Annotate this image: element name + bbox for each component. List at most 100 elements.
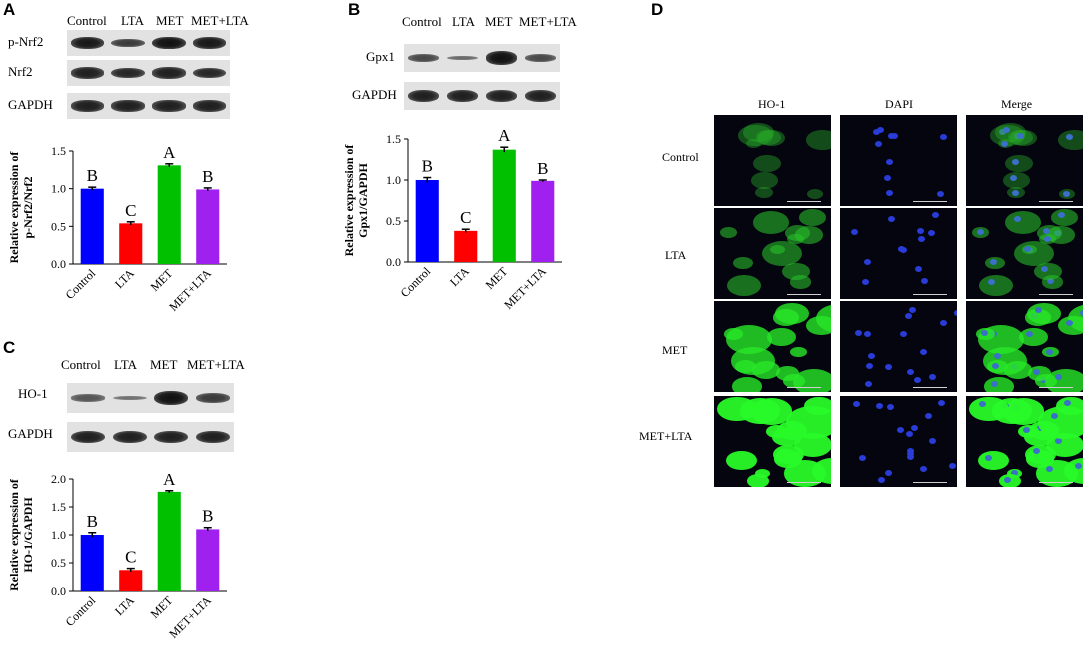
micrograph-cell [840, 115, 957, 206]
y-tick-label: 0.0 [51, 257, 66, 271]
nucleus [897, 427, 905, 434]
y-axis-title: Relative expression of [7, 151, 21, 264]
nucleus [875, 403, 883, 410]
y-tick-label: 1.5 [51, 500, 66, 514]
x-tick-label: Control [398, 264, 434, 300]
cell-signal [786, 406, 831, 439]
scale-bar [787, 482, 821, 483]
nucleus [980, 330, 988, 337]
nucleus [1023, 427, 1031, 434]
nucleus [993, 352, 1001, 359]
nucleus [1066, 319, 1074, 326]
nucleus [1016, 133, 1024, 140]
lane-label: MET [150, 357, 178, 372]
nucleus [1002, 127, 1010, 134]
significance-letter: B [422, 157, 433, 176]
blot-label-ho-1: HO-1 [18, 386, 48, 401]
blot-band [152, 36, 186, 50]
nucleus [885, 189, 893, 196]
blot-band [154, 390, 189, 406]
nucleus [921, 278, 929, 285]
cell-signal [812, 458, 831, 484]
nucleus [991, 380, 999, 387]
blot-band [524, 53, 557, 63]
nucleus [920, 348, 928, 355]
nucleus [940, 134, 948, 141]
y-tick-label: 0.0 [51, 584, 66, 598]
nucleus [907, 448, 915, 455]
micrograph-cell [714, 115, 831, 206]
significance-letter: A [498, 126, 511, 145]
nucleus [917, 228, 925, 235]
blot-band [154, 430, 189, 444]
bar [80, 188, 104, 264]
micrograph-cell [714, 301, 831, 392]
nucleus [887, 215, 895, 222]
row-label-lta: LTA [665, 248, 687, 262]
nucleus [1079, 309, 1083, 316]
nucleus [1063, 190, 1071, 197]
nucleus [875, 140, 883, 147]
blot-band [70, 430, 105, 444]
nucleus [861, 278, 869, 285]
cell-signal [775, 366, 799, 381]
nucleus [920, 465, 928, 472]
western-blot-strip [67, 422, 234, 452]
blot-band [192, 100, 227, 112]
nucleus [992, 362, 1000, 369]
row-label-met: MET [662, 343, 688, 357]
blot-label-p-nrf2: p-Nrf2 [8, 34, 44, 49]
nucleus [937, 190, 945, 197]
nucleus [1074, 463, 1082, 470]
nucleus [998, 128, 1006, 135]
nucleus [917, 235, 925, 242]
panel-c-letter: C [3, 338, 16, 357]
blot-label-gpx1: Gpx1 [366, 49, 395, 64]
nucleus [859, 454, 867, 461]
nucleus [1055, 374, 1063, 381]
y-tick-label: 0.5 [386, 214, 401, 228]
blot-band [152, 67, 186, 79]
nucleus [1033, 369, 1041, 376]
nucleus [979, 401, 987, 408]
cell-signal [1002, 171, 1031, 189]
nucleus [910, 425, 918, 432]
cell-signal [720, 227, 738, 238]
blot-label-gapdh: GAPDH [8, 426, 53, 441]
blot-band [524, 89, 557, 103]
nucleus [1011, 189, 1019, 196]
cell-signal [1025, 444, 1057, 464]
cell-signal [752, 211, 790, 235]
nucleus [1047, 278, 1055, 285]
bar [454, 230, 478, 262]
bar-chart-a: 0.0 0.5 1.0 1.5 Relative expression of p-Nrf2… [7, 143, 227, 314]
column-label-merge: Merge [1001, 97, 1033, 111]
micrograph-cell [840, 301, 957, 392]
micrograph-cell [966, 396, 1083, 487]
nucleus [885, 158, 893, 165]
x-tick-label: Control [63, 266, 99, 302]
cell-signal [807, 188, 824, 199]
y-axis-title: p-Nrf2/Nrf2 [21, 177, 35, 239]
blot-band [70, 67, 105, 79]
scale-bar [1039, 201, 1073, 202]
panel-d-letter: D [651, 0, 664, 19]
lane-label: Control [61, 357, 101, 372]
y-tick-label: 1.5 [51, 144, 66, 158]
scale-bar [913, 201, 947, 202]
nucleus [987, 278, 995, 285]
nucleus [885, 364, 893, 371]
significance-letter: B [537, 159, 548, 178]
nucleus [865, 380, 873, 387]
cell-signal [787, 233, 804, 244]
nucleus [1035, 306, 1043, 313]
nucleus [900, 331, 908, 338]
nucleus [990, 259, 998, 266]
cell-signal [1019, 327, 1049, 346]
significance-letter: B [202, 507, 213, 526]
micrograph-cell [966, 115, 1083, 206]
nucleus [1041, 266, 1049, 273]
cell-signal [727, 274, 762, 296]
x-tick-label: LTA [112, 266, 137, 291]
nucleus [905, 312, 913, 319]
